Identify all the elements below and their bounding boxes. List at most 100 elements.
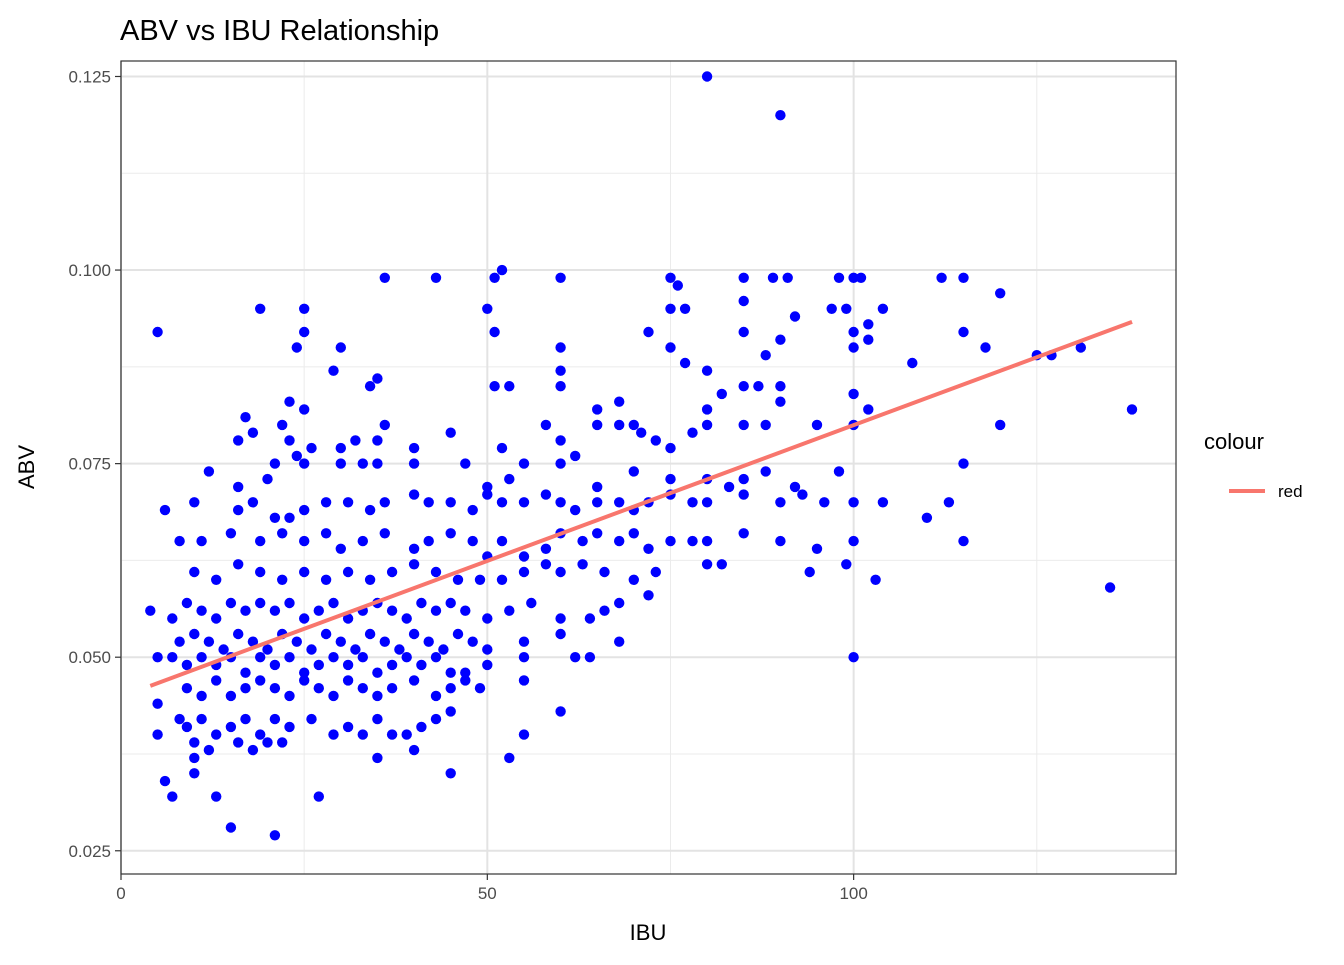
data-point (665, 473, 676, 485)
data-point (958, 326, 969, 338)
data-point (299, 458, 310, 469)
data-point (555, 342, 566, 353)
data-point (438, 644, 449, 655)
data-point (848, 388, 859, 400)
data-point (614, 419, 625, 431)
data-point (189, 768, 200, 779)
data-point (328, 652, 339, 663)
data-point (1075, 342, 1087, 353)
data-point (504, 381, 515, 392)
data-point (291, 450, 302, 462)
data-point (518, 652, 530, 663)
y-tick-label: 0.025 (68, 842, 111, 861)
data-point (277, 419, 288, 431)
data-point (723, 481, 735, 493)
data-point (679, 303, 691, 314)
plot-border (120, 60, 1177, 875)
data-point (357, 683, 368, 694)
data-point (277, 574, 288, 585)
data-point (555, 628, 566, 640)
data-point (460, 667, 471, 678)
data-point (372, 458, 383, 469)
data-point (225, 690, 237, 702)
data-point (907, 357, 918, 369)
data-point (482, 303, 493, 314)
data-point (181, 683, 193, 694)
data-point (701, 535, 713, 547)
data-point (299, 667, 310, 678)
data-point (284, 512, 295, 523)
data-point (570, 652, 581, 663)
data-point (489, 272, 500, 283)
data-point (277, 528, 288, 539)
data-point (775, 334, 786, 345)
data-point (628, 419, 639, 431)
data-point (401, 729, 412, 740)
data-point (526, 597, 537, 609)
data-point (313, 605, 324, 616)
data-point (489, 381, 500, 392)
data-point (247, 427, 259, 438)
data-point (299, 613, 310, 624)
data-point (233, 435, 244, 446)
data-point (863, 334, 874, 345)
data-point (496, 535, 508, 547)
y-axis-title: ABV (14, 445, 39, 489)
data-point (342, 613, 354, 624)
x-axis: 0 50 100 (116, 874, 868, 903)
data-point (372, 713, 383, 725)
data-point (628, 528, 639, 539)
data-point (320, 528, 332, 539)
data-point (665, 535, 676, 547)
data-point (584, 613, 596, 624)
data-point (269, 512, 281, 523)
data-point (350, 644, 361, 655)
data-point (665, 303, 676, 314)
y-tick-label: 0.100 (68, 261, 111, 280)
data-point (342, 659, 354, 671)
data-point (504, 605, 515, 616)
data-point (430, 566, 442, 578)
data-point (518, 636, 530, 647)
data-point (518, 458, 530, 469)
data-point (614, 535, 625, 547)
data-point (269, 458, 281, 469)
data-point (775, 381, 786, 392)
x-tick-label: 0 (116, 884, 125, 903)
data-point (167, 791, 178, 802)
data-point (921, 512, 933, 523)
data-point (189, 628, 200, 640)
data-point (738, 295, 749, 307)
x-tick-label: 50 (478, 884, 497, 903)
y-tick-label: 0.050 (68, 648, 111, 667)
data-point (211, 729, 222, 740)
data-point (152, 326, 163, 338)
data-point (863, 319, 874, 330)
data-point (592, 497, 603, 508)
data-point (255, 729, 266, 740)
data-point (789, 481, 801, 493)
data-point (643, 326, 654, 338)
data-point (225, 721, 237, 733)
data-point (496, 264, 508, 276)
data-point (848, 342, 859, 353)
data-point (760, 350, 771, 361)
data-point (299, 504, 310, 516)
data-point (592, 528, 603, 539)
data-point (841, 559, 852, 570)
data-point (430, 713, 442, 725)
data-point (570, 450, 581, 462)
data-point (328, 597, 339, 609)
data-point (335, 636, 346, 647)
data-point (760, 419, 771, 431)
data-point (504, 752, 515, 764)
data-point (753, 381, 764, 392)
data-point (306, 644, 317, 655)
data-point (445, 597, 456, 609)
data-point (247, 744, 259, 756)
data-point (518, 551, 530, 562)
data-point (372, 667, 383, 678)
data-point (496, 497, 508, 508)
data-point (592, 419, 603, 431)
legend: colour red (1204, 429, 1303, 501)
